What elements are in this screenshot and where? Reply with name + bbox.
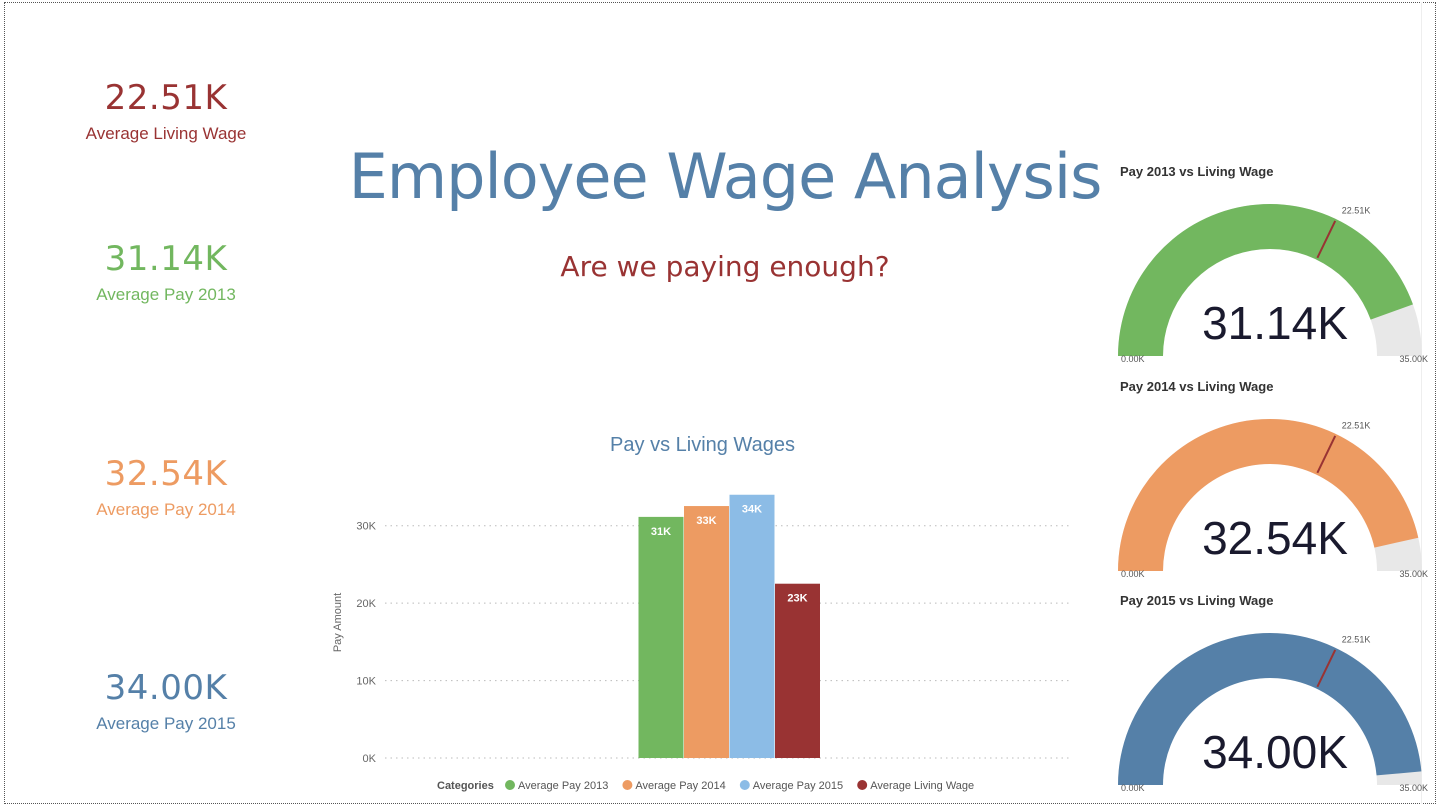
kpi-value: 31.14K [104,239,228,279]
gauge-title-2015: Pay 2015 vs Living Wage [1120,593,1274,608]
legend-label: Average Pay 2013 [518,780,608,792]
target-marker [1316,649,1337,688]
y-tick-label: 20K [356,598,376,610]
legend-label: Average Pay 2015 [753,780,843,792]
gauge-value: 34.00K [1202,726,1348,778]
gauge-fill [1118,633,1422,785]
legend-label: Average Pay 2014 [635,780,725,792]
gauge-min-label: 0.00K [1121,569,1145,579]
bar [684,506,729,758]
kpi-label: Average Pay 2014 [96,500,236,519]
gauge-value: 31.14K [1202,297,1348,349]
legend-swatch [857,780,868,790]
kpi-pay-2013[interactable]: 31.14K Average Pay 2013 [16,239,316,305]
kpi-label: Average Pay 2015 [96,714,236,733]
gauge-title-2014: Pay 2014 vs Living Wage [1120,379,1274,394]
gauge-title-2013: Pay 2013 vs Living Wage [1120,164,1274,179]
bar-data-label: 34K [742,504,762,516]
kpi-value: 34.00K [104,668,228,708]
page-title: Employee Wage Analysis [348,140,1103,213]
bar [638,516,684,758]
target-label: 22.51K [1342,635,1371,645]
kpi-value: 32.54K [104,454,228,494]
bar-chart-title: Pay vs Living Wages [610,434,795,456]
bar-chart[interactable]: 0K 10K 20K 30K Pay Amount 31K 33K 34K 23K Categor… [320,470,1090,805]
gauge-pay-2014[interactable]: 22.51K 32.54K 0.00K 35.00K [1115,397,1435,587]
kpi-label: Average Living Wage [85,124,247,143]
bar-data-label: 23K [787,593,807,605]
gauge-pay-2013[interactable]: 22.51K 31.14K 0.00K 35.00K [1115,182,1435,372]
y-tick-label: 0K [363,753,377,765]
kpi-pay-2014[interactable]: 32.54K Average Pay 2014 [16,454,316,520]
target-marker [1316,220,1337,259]
bar [775,583,820,758]
gauge-fill [1118,204,1413,356]
y-tick-label: 30K [356,521,376,533]
target-label: 22.51K [1342,421,1371,431]
kpi-living-wage[interactable]: 22.51K Average Living Wage [16,78,316,144]
gauge-min-label: 0.00K [1121,354,1145,364]
report-frame [4,2,1436,804]
legend-swatch [739,780,750,790]
gauge-value: 32.54K [1202,512,1348,564]
report-edge [1421,2,1422,804]
target-marker [1316,435,1337,474]
gauge-pay-2015[interactable]: 22.51K 34.00K 0.00K 35.00K [1115,611,1435,801]
bar-data-label: 33K [696,515,716,527]
kpi-label: Average Pay 2013 [96,285,236,304]
legend-label: Average Living Wage [870,780,974,792]
gauge-fill [1118,418,1419,571]
bar [729,494,775,758]
y-tick-label: 10K [356,676,376,688]
legend-swatch [505,780,515,790]
target-label: 22.51K [1342,206,1371,216]
y-axis-label: Pay Amount [332,593,344,652]
legend-title: Categories [437,780,494,792]
gauge-min-label: 0.00K [1121,783,1145,793]
bar-data-label: 31K [651,526,671,538]
gauge-max-label: 35.00K [1399,569,1428,579]
kpi-value: 22.51K [104,78,228,118]
legend-swatch [622,780,633,790]
gauge-max-label: 35.00K [1399,783,1428,793]
gauge-max-label: 35.00K [1399,354,1428,364]
kpi-pay-2015[interactable]: 34.00K Average Pay 2015 [16,668,316,734]
page-subtitle: Are we paying enough? [560,250,890,283]
